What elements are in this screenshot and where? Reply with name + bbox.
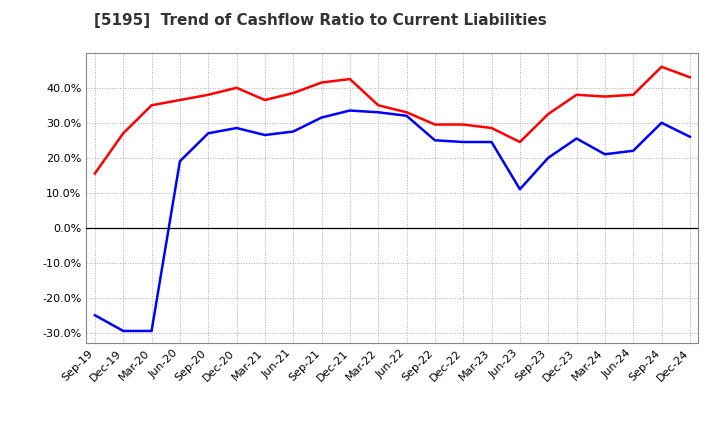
Free CF to Current Liabilities [374,110,382,115]
Free CF to Current Liabilities [402,113,411,118]
Free CF to Current Liabilities [318,115,326,120]
Operating CF to Current Liabilities [148,103,156,108]
Operating CF to Current Liabilities [91,171,99,176]
Operating CF to Current Liabilities [657,64,666,70]
Free CF to Current Liabilities [657,120,666,125]
Free CF to Current Liabilities [204,131,212,136]
Operating CF to Current Liabilities [487,125,496,131]
Operating CF to Current Liabilities [204,92,212,97]
Free CF to Current Liabilities [459,139,467,145]
Free CF to Current Liabilities [233,125,241,131]
Free CF to Current Liabilities [148,328,156,334]
Free CF to Current Liabilities [516,187,524,192]
Operating CF to Current Liabilities [431,122,439,127]
Free CF to Current Liabilities [261,132,269,138]
Text: [5195]  Trend of Cashflow Ratio to Current Liabilities: [5195] Trend of Cashflow Ratio to Curren… [94,13,546,28]
Free CF to Current Liabilities [289,129,297,134]
Operating CF to Current Liabilities [261,97,269,103]
Legend: Operating CF to Current Liabilities, Free CF to Current Liabilities: Operating CF to Current Liabilities, Fre… [138,436,647,440]
Operating CF to Current Liabilities [374,103,382,108]
Line: Free CF to Current Liabilities: Free CF to Current Liabilities [95,110,690,331]
Operating CF to Current Liabilities [233,85,241,91]
Operating CF to Current Liabilities [119,131,127,136]
Free CF to Current Liabilities [346,108,354,113]
Line: Operating CF to Current Liabilities: Operating CF to Current Liabilities [95,67,690,173]
Free CF to Current Liabilities [572,136,581,141]
Free CF to Current Liabilities [600,152,609,157]
Free CF to Current Liabilities [176,159,184,164]
Operating CF to Current Liabilities [459,122,467,127]
Operating CF to Current Liabilities [516,139,524,145]
Operating CF to Current Liabilities [572,92,581,97]
Free CF to Current Liabilities [629,148,637,154]
Free CF to Current Liabilities [431,138,439,143]
Operating CF to Current Liabilities [685,75,694,80]
Operating CF to Current Liabilities [346,77,354,82]
Free CF to Current Liabilities [685,134,694,139]
Operating CF to Current Liabilities [402,110,411,115]
Operating CF to Current Liabilities [318,80,326,85]
Free CF to Current Liabilities [487,139,496,145]
Operating CF to Current Liabilities [544,111,552,117]
Free CF to Current Liabilities [544,155,552,161]
Operating CF to Current Liabilities [600,94,609,99]
Operating CF to Current Liabilities [176,97,184,103]
Operating CF to Current Liabilities [629,92,637,97]
Free CF to Current Liabilities [119,328,127,334]
Free CF to Current Liabilities [91,312,99,318]
Operating CF to Current Liabilities [289,90,297,95]
